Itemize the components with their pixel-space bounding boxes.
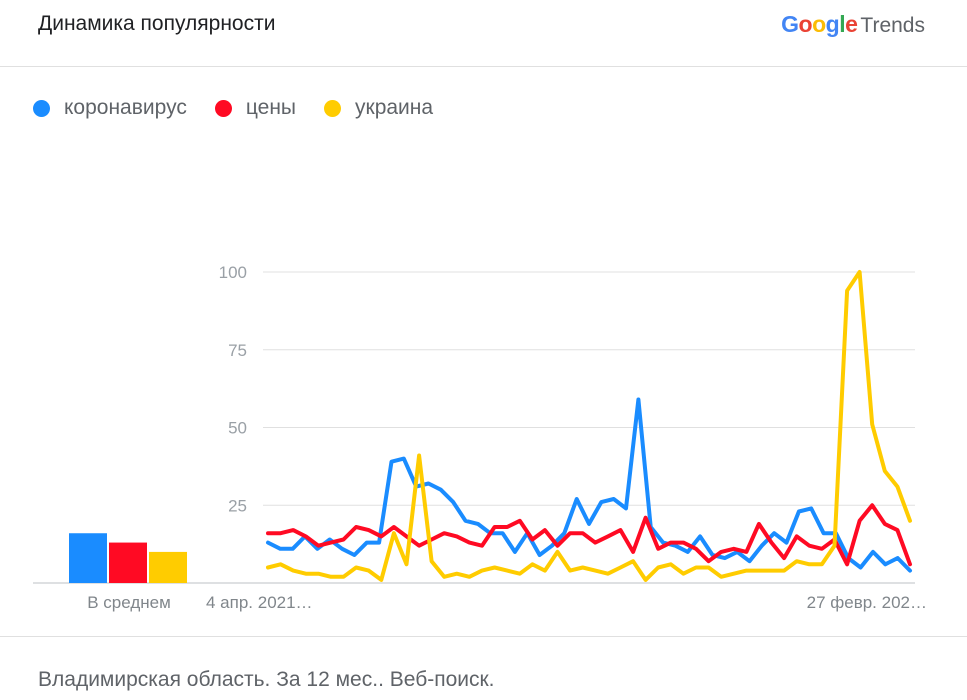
average-bar-0	[69, 533, 107, 583]
average-bar-1	[109, 542, 147, 583]
page-title: Динамика популярности	[38, 12, 276, 35]
google-trends-logo: Google Trends	[781, 11, 925, 38]
chart-legend: коронавирус цены украина	[33, 96, 461, 120]
legend-dot-red-icon	[214, 99, 232, 117]
chart-grid	[33, 271, 915, 584]
legend-label: цены	[245, 96, 297, 119]
y-axis-ticks: 100 75 50 25	[219, 263, 247, 515]
y-tick-label: 50	[228, 419, 247, 438]
average-bars: В среднем	[69, 533, 187, 612]
series-lines	[266, 270, 912, 582]
y-tick-label: 25	[228, 496, 247, 515]
trends-wordmark: Trends	[860, 14, 925, 37]
series-line-0	[266, 397, 912, 573]
average-label: В среднем	[87, 593, 171, 612]
header: Динамика популярности Google Trends	[0, 0, 967, 67]
footer-caption: Владимирская область. За 12 мес.. Веб-по…	[38, 668, 495, 691]
legend-item-prices[interactable]: цены	[214, 96, 297, 120]
average-bar-2	[149, 551, 187, 583]
footer-divider	[0, 636, 967, 637]
legend-dot-blue-icon	[33, 99, 50, 117]
legend-dot-yellow-icon	[324, 99, 342, 117]
legend-label: коронавирус	[64, 96, 187, 119]
interest-over-time-chart: 100 75 50 25 В среднем 4 апр. 2021… 27 февр.…	[33, 263, 927, 612]
legend-label: украина	[355, 96, 434, 119]
y-tick-label: 100	[219, 263, 247, 282]
x-axis-labels: 4 апр. 2021… 27 февр. 202…	[206, 593, 927, 612]
x-end-label: 27 февр. 202…	[807, 593, 927, 612]
series-line-1	[266, 503, 912, 567]
legend-item-coronavirus[interactable]: коронавирус	[33, 96, 187, 120]
y-tick-label: 75	[228, 341, 247, 360]
legend-item-ukraine[interactable]: украина	[324, 96, 433, 120]
x-start-label: 4 апр. 2021…	[206, 593, 313, 612]
series-line-2	[266, 270, 912, 582]
google-wordmark: Google	[781, 11, 858, 37]
